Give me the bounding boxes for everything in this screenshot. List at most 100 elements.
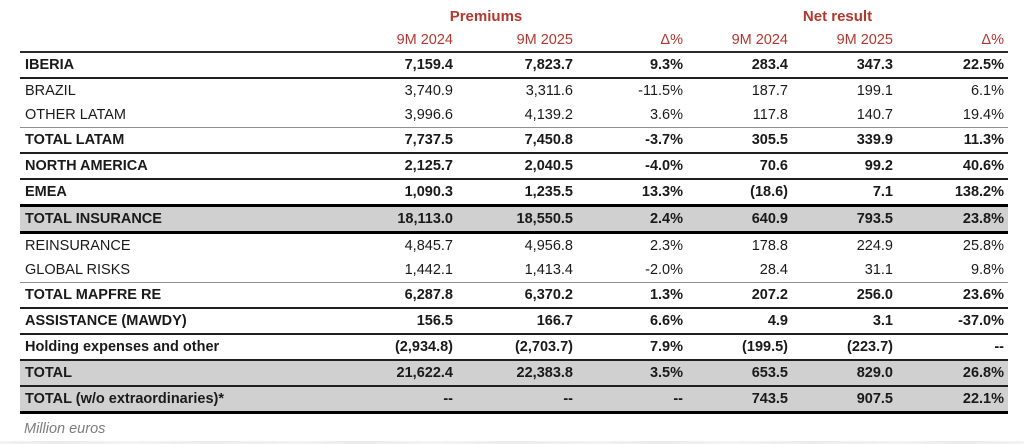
- row-label: TOTAL INSURANCE: [20, 205, 365, 234]
- value-cell: 7,823.7: [457, 52, 577, 79]
- value-cell: (18.6): [687, 179, 792, 207]
- table-body: IBERIA 7,159.4 7,823.7 9.3% 283.4 347.3 22.5% B…: [20, 52, 1009, 414]
- value-cell: 3,996.6: [365, 103, 457, 128]
- table-row: NORTH AMERICA 2,125.7 2,040.5 -4.0% 70.6 99.2…: [20, 153, 1009, 180]
- table-row: TOTAL 21,622.4 22,383.8 3.5% 653.5 829.0 26.8%: [20, 360, 1009, 387]
- value-cell: 40.6%: [897, 153, 1009, 180]
- units-footnote: Million euros: [24, 421, 106, 437]
- value-cell: 156.5: [365, 308, 457, 335]
- value-cell: 3,311.6: [525, 83, 573, 99]
- value-cell: 7.1: [792, 179, 897, 207]
- value-cell: 339.9: [792, 127, 897, 154]
- table-row: REINSURANCE 4,845.7 4,956.8 2.3% 178.8 224.9 2…: [20, 233, 1008, 259]
- value-cell: 19.4%: [897, 103, 1009, 128]
- value-cell: 347.3: [792, 52, 897, 79]
- value-cell: 138.2%: [897, 179, 1009, 207]
- value-cell: 18,113.0: [365, 205, 457, 234]
- value-cell: 4,845.7: [404, 238, 453, 254]
- financial-results-table: Premiums Net result 9M 2024 9M 2025 Δ% 9…: [20, 4, 1009, 414]
- value-cell: 653.5: [687, 360, 792, 387]
- value-cell: 6.6%: [577, 308, 687, 335]
- row-label: OTHER LATAM: [20, 103, 365, 128]
- value-cell: 1,442.1: [365, 258, 457, 283]
- value-cell: 2.4%: [577, 205, 687, 234]
- results-page: Premiums Net result 9M 2024 9M 2025 Δ% 9…: [0, 4, 1024, 444]
- value-cell: 26.8%: [897, 360, 1009, 387]
- value-cell: 283.4: [687, 52, 792, 79]
- value-cell: 31.1: [792, 258, 897, 283]
- table-row: Holding expenses and other (2,934.8) (2,70…: [20, 334, 1009, 361]
- value-cell: 11.3%: [897, 127, 1009, 154]
- col-header-net-delta: Δ%: [897, 28, 1009, 53]
- value-cell: 256.0: [792, 282, 897, 309]
- table-row: TOTAL (w/o extraordinaries)* -- -- -- 743.5 9…: [20, 386, 1009, 414]
- col-header-net-9m2024: 9M 2024: [687, 28, 792, 53]
- value-cell: 640.9: [687, 205, 792, 234]
- table-row: BRAZIL 3,740.9 3,311.6 -11.5% 187.7 199.1 6.1%: [20, 78, 1008, 103]
- value-cell: 13.3%: [577, 179, 687, 207]
- value-cell: 22,383.8: [457, 360, 577, 387]
- value-cell: 7,450.8: [457, 127, 577, 154]
- value-cell: 3,740.9: [404, 83, 453, 99]
- row-label: TOTAL (w/o extraordinaries)*: [20, 386, 365, 414]
- value-cell: 1,090.3: [365, 179, 457, 207]
- value-cell: --: [897, 334, 1009, 361]
- value-cell: 23.8%: [897, 205, 1009, 234]
- table-row: TOTAL MAPFRE RE 6,287.8 6,370.2 1.3% 207.2 25…: [20, 282, 1009, 309]
- value-cell: 21,622.4: [365, 360, 457, 387]
- value-cell: 305.5: [687, 127, 792, 154]
- value-cell: 22.1%: [897, 386, 1009, 414]
- value-cell: 199.1: [856, 83, 893, 99]
- col-header-net-9m2025: 9M 2025: [792, 28, 897, 53]
- value-cell: 224.9: [856, 238, 893, 254]
- value-cell: 7,737.5: [365, 127, 457, 154]
- value-cell: 28.4: [687, 258, 792, 283]
- value-cell: (223.7): [792, 334, 897, 361]
- value-cell: 3.1: [792, 308, 897, 335]
- value-cell: 25.8%: [962, 238, 1005, 254]
- value-cell: 6,370.2: [457, 282, 577, 309]
- value-cell: -3.7%: [577, 127, 687, 154]
- table-row: IBERIA 7,159.4 7,823.7 9.3% 283.4 347.3 22.5%: [20, 52, 1009, 79]
- value-cell: 4.9: [687, 308, 792, 335]
- value-cell: 4,139.2: [457, 103, 577, 128]
- col-header-premiums-delta: Δ%: [577, 28, 687, 53]
- row-label: ASSISTANCE (MAWDY): [20, 308, 365, 335]
- group-header-premiums: Premiums: [449, 7, 523, 25]
- row-label: Holding expenses and other: [20, 334, 365, 361]
- value-cell: 1.3%: [577, 282, 687, 309]
- value-cell: 2,125.7: [365, 153, 457, 180]
- row-label: REINSURANCE: [25, 238, 131, 254]
- value-cell: 1,413.4: [457, 258, 577, 283]
- table-row: TOTAL INSURANCE 18,113.0 18,550.5 2.4% 640.9…: [20, 205, 1009, 234]
- value-cell: 178.8: [751, 238, 788, 254]
- row-label: IBERIA: [20, 52, 365, 79]
- value-cell: -37.0%: [897, 308, 1009, 335]
- row-label: TOTAL MAPFRE RE: [20, 282, 365, 309]
- value-cell: 18,550.5: [457, 205, 577, 234]
- col-header-premiums-9m2025: 9M 2025: [457, 28, 577, 53]
- row-label: TOTAL LATAM: [20, 127, 365, 154]
- value-cell: 187.7: [751, 83, 788, 99]
- value-cell: 743.5: [687, 386, 792, 414]
- value-cell: 99.2: [792, 153, 897, 180]
- row-label: NORTH AMERICA: [20, 153, 365, 180]
- group-header-net-result: Net result: [802, 7, 873, 25]
- value-cell: 1,235.5: [457, 179, 577, 207]
- value-cell: 166.7: [457, 308, 577, 335]
- value-cell: 793.5: [792, 205, 897, 234]
- table-row: GLOBAL RISKS 1,442.1 1,413.4 -2.0% 28.4 31.1 9…: [20, 258, 1009, 283]
- value-cell: 3.6%: [577, 103, 687, 128]
- table-row: TOTAL LATAM 7,737.5 7,450.8 -3.7% 305.5 339.9…: [20, 127, 1009, 154]
- row-label: TOTAL: [20, 360, 365, 387]
- value-cell: -4.0%: [577, 153, 687, 180]
- value-cell: 6,287.8: [365, 282, 457, 309]
- row-label: GLOBAL RISKS: [20, 258, 365, 283]
- value-cell: 829.0: [792, 360, 897, 387]
- value-cell: 907.5: [792, 386, 897, 414]
- value-cell: 4,956.8: [524, 238, 573, 254]
- value-cell: 7,159.4: [365, 52, 457, 79]
- row-label: BRAZIL: [25, 83, 76, 99]
- value-cell: 9.8%: [897, 258, 1009, 283]
- value-cell: --: [457, 386, 577, 414]
